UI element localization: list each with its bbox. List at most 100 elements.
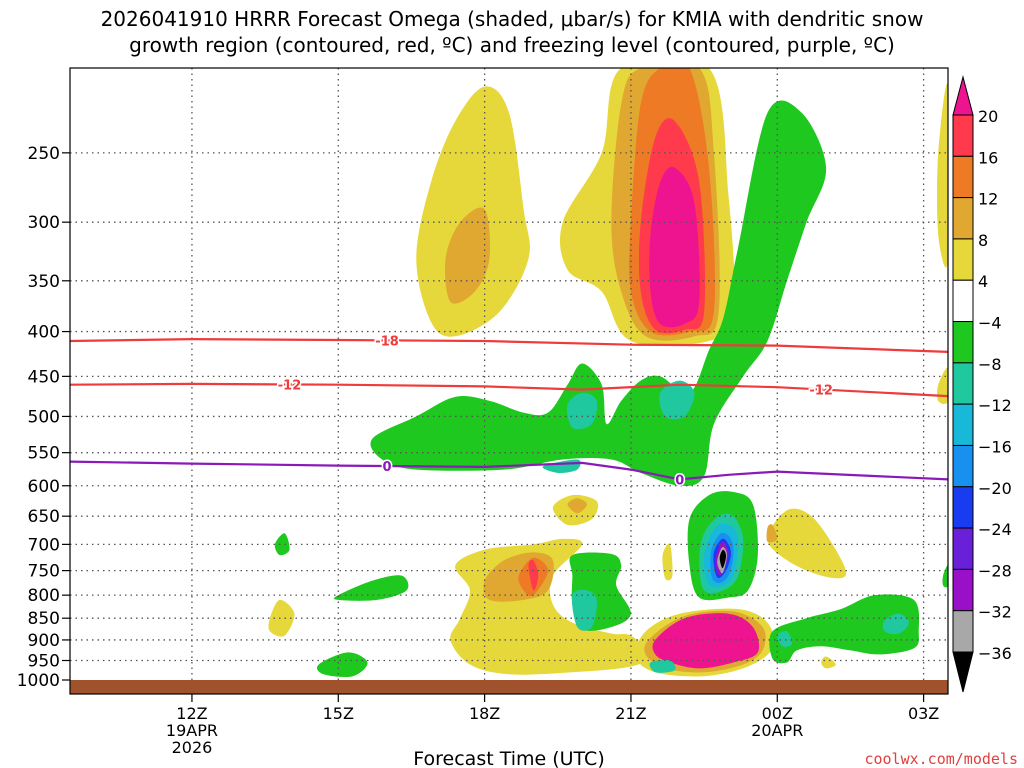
colorbar-label-9: −20 [978,479,1012,498]
contour-labels: -18 -12 -12 0 0 [276,333,834,490]
y-tick-label-1000: 1000 [17,671,60,691]
omega-region-37 [316,652,368,677]
x-axis-title: Forecast Time (UTC) [413,748,604,768]
contour-layer [70,337,948,481]
colorbar-label-5: −4 [978,314,1002,333]
omega-region-44 [942,565,948,588]
colorbar-swatch-5 [952,321,974,364]
colorbar-swatch-3 [952,238,974,281]
omega-region-9 [566,392,598,430]
y-tick-label-250: 250 [28,144,60,164]
omega-region-32 [662,543,673,581]
colorbar-swatch-12 [952,610,974,653]
omega-shading-layer [268,68,948,677]
omega-region-1 [445,207,491,304]
colorbar-swatch-9 [952,486,974,529]
x-tick-year-12Z: 2026 [172,738,213,757]
contour-dgz-12 [70,382,948,398]
colorbar-swatch-4 [952,279,974,323]
colorbar-label-7: −12 [978,396,1012,415]
contour-label-dgz-18-0: -18 [375,334,399,349]
chart-title-line1: 2026041910 HRRR Forecast Omega (shaded, … [101,7,924,31]
omega-region-39 [274,533,290,556]
y-axis: 2503003504004505005506006507007508008509… [17,144,70,691]
omega-region-43 [937,367,948,405]
colorbar-label-1: 16 [978,148,998,167]
colorbar-legend: 20 16 12 8 4 −4 −8 −12 −16 −20 −24 −28 −32 −36 [952,75,1012,693]
colorbar-swatch-0 [952,114,974,157]
y-tick-label-700: 700 [28,535,60,555]
colorbar-label-12: −32 [978,603,1012,622]
colorbar-label-3: 8 [978,231,988,250]
ground-bar [70,680,948,694]
contour-dgz-18 [70,337,948,353]
omega-region-31 [766,524,778,543]
omega-region-35 [777,631,793,647]
x-tick-date-00Z: 20APR [751,721,803,740]
omega-region-29 [719,549,727,569]
y-tick-label-950: 950 [28,651,60,671]
omega-region-18 [571,589,597,631]
omega-region-12 [567,498,587,514]
colorbar-label-6: −8 [978,355,1002,374]
x-tick-label-15Z: 15Z [323,704,354,723]
omega-region-42 [937,83,948,268]
omega-region-34 [882,613,909,635]
colorbar-bottom-arrow [952,651,974,693]
omega-region-21 [652,613,760,669]
y-tick-label-400: 400 [28,323,60,343]
contour-label-dgz-12-0: -12 [278,378,302,393]
y-tick-label-800: 800 [28,586,60,606]
colorbar-swatch-2 [952,197,974,240]
x-tick-date-12Z: 19APR [166,721,218,740]
chart-title-line2: growth region (contoured, red, ºC) and f… [129,33,895,57]
omega-region-8 [659,380,695,420]
omega-region-7 [370,100,827,486]
y-tick-label-850: 850 [28,609,60,629]
contour-label-freezing-level-1: 0 [675,473,684,488]
y-tick-label-650: 650 [28,507,60,527]
site-credit: coolwx.com/models [864,750,1018,768]
plot-frame [69,67,949,695]
colorbar-label-4: 4 [978,272,988,291]
y-tick-label-750: 750 [28,562,60,582]
colorbar-label-10: −24 [978,520,1012,539]
omega-region-40 [268,599,295,637]
colorbar-label-0: 20 [978,107,998,126]
omega-region-6 [649,166,700,328]
omega-region-38 [649,659,676,673]
y-tick-label-900: 900 [28,631,60,651]
y-tick-label-450: 450 [28,367,60,387]
omega-region-16 [528,559,539,591]
contour-freezing-level [70,460,948,481]
colorbar-label-11: −28 [978,561,1012,580]
y-tick-label-300: 300 [28,213,60,233]
colorbar-swatch-8 [952,444,974,488]
x-tick-label-00Z: 00Z [762,704,793,723]
x-tick-label-03Z: 03Z [908,704,939,723]
y-tick-label-600: 600 [28,477,60,497]
omega-region-41 [821,656,836,669]
y-tick-label-500: 500 [28,407,60,427]
colorbar-swatch-1 [952,155,974,199]
contour-label-dgz-12-1: -12 [809,383,833,398]
colorbar-swatch-6 [952,362,974,405]
y-tick-label-550: 550 [28,444,60,464]
omega-region-36 [333,575,409,601]
colorbar-swatch-11 [952,568,974,612]
colorbar-swatch-10 [952,527,974,570]
omega-region-30 [767,508,847,579]
contour-label-freezing-level-0: 0 [383,460,392,475]
colorbar-label-13: −36 [978,644,1012,663]
colorbar-swatch-7 [952,403,974,446]
x-tick-label-12Z: 12Z [176,704,207,723]
colorbar-label-2: 12 [978,190,998,209]
colorbar-top-arrow [952,75,974,116]
omega-region-33 [769,594,920,664]
x-tick-label-18Z: 18Z [469,704,500,723]
x-tick-label-21Z: 21Z [615,704,646,723]
gridlines [70,68,948,680]
colorbar-label-8: −16 [978,437,1012,456]
